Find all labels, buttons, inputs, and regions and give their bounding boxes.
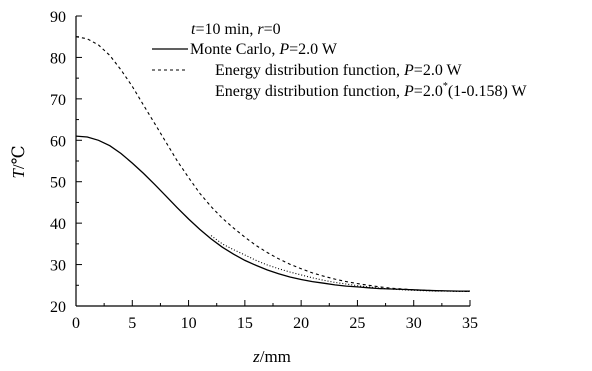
x-axis-label: z/mm: [252, 347, 291, 366]
y-tick-label: 70: [50, 92, 66, 109]
y-tick-label: 90: [50, 9, 66, 26]
legend-label-series-2: Energy distribution function, P=2.0 W: [215, 62, 463, 79]
legend-label-series-3: Energy distribution function, P=2.0*(1-0…: [215, 81, 528, 100]
y-tick-label: 40: [50, 216, 66, 233]
x-tick-label: 10: [181, 315, 197, 332]
x-tick-label: 20: [293, 315, 309, 332]
x-tick-label: 5: [128, 315, 136, 332]
legend-annotation: t=10 min, r=0: [191, 21, 281, 38]
y-tick-label: 80: [50, 50, 66, 67]
series-lines: [75, 36, 471, 293]
y-axis-label: T/℃: [9, 145, 28, 178]
y-tick-label: 30: [50, 258, 66, 275]
axes: [75, 16, 470, 307]
series-line-1: [75, 135, 470, 292]
x-tick-label: 35: [462, 315, 478, 332]
series-line-3: [210, 235, 470, 293]
legend-label-series-1: Monte Carlo, P=2.0 W: [190, 41, 338, 58]
ticks: 0 5 10 15 20 25 30 35 20 30 40 50 60 70 80 90: [50, 9, 478, 332]
x-tick-label: 25: [349, 315, 365, 332]
x-tick-label: 15: [237, 315, 253, 332]
x-tick-label: 0: [72, 315, 80, 332]
y-tick-label: 20: [50, 299, 66, 316]
y-tick-label: 60: [50, 133, 66, 150]
legend: t=10 min, r=0 Monte Carlo, P=2.0 W Energ…: [152, 21, 528, 100]
x-tick-label: 30: [406, 315, 422, 332]
y-tick-label: 50: [50, 175, 66, 192]
series-line-2: [75, 36, 471, 293]
